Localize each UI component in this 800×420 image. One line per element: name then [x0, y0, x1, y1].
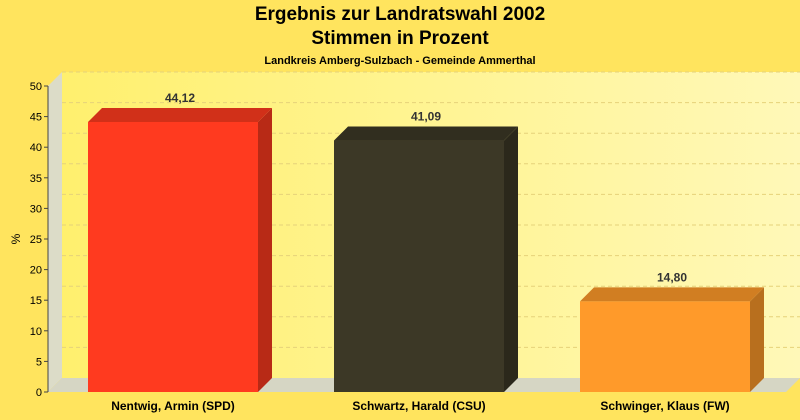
chart-subtitle: Stimmen in Prozent [311, 28, 489, 49]
bar [580, 301, 750, 392]
bar-side [750, 287, 764, 392]
y-axis-label: % [9, 233, 23, 244]
y-tick-label: 25 [30, 234, 42, 246]
data-label: 41,09 [411, 110, 441, 124]
plot-side-wall [48, 72, 62, 392]
y-tick-label: 50 [30, 81, 42, 93]
x-tick-label: Schwartz, Harald (CSU) [352, 399, 485, 413]
bar [334, 140, 504, 392]
y-tick-label: 20 [30, 265, 42, 277]
bar-top [88, 107, 272, 122]
y-tick-label: 45 [30, 112, 42, 124]
bar-side [504, 126, 518, 392]
y-tick-label: 10 [30, 326, 42, 338]
bar [88, 121, 258, 393]
y-tick-label: 0 [36, 387, 42, 399]
y-tick-label: 35 [30, 173, 42, 185]
y-tick-label: 5 [36, 356, 42, 368]
data-label: 14,80 [657, 270, 687, 284]
bar-top [580, 287, 764, 302]
data-label: 44,12 [165, 91, 195, 105]
y-tick-label: 40 [30, 142, 42, 154]
bar-top [334, 126, 518, 141]
x-tick-label: Nentwig, Armin (SPD) [111, 399, 235, 413]
y-tick-label: 15 [30, 295, 42, 307]
chart-title: Ergebnis zur Landratswahl 2002 [254, 4, 546, 25]
bar-side [258, 107, 272, 393]
chart-caption: Landkreis Amberg-Sulzbach - Gemeinde Amm… [264, 55, 536, 67]
x-tick-label: Schwinger, Klaus (FW) [600, 399, 729, 413]
y-tick-label: 30 [30, 203, 42, 215]
